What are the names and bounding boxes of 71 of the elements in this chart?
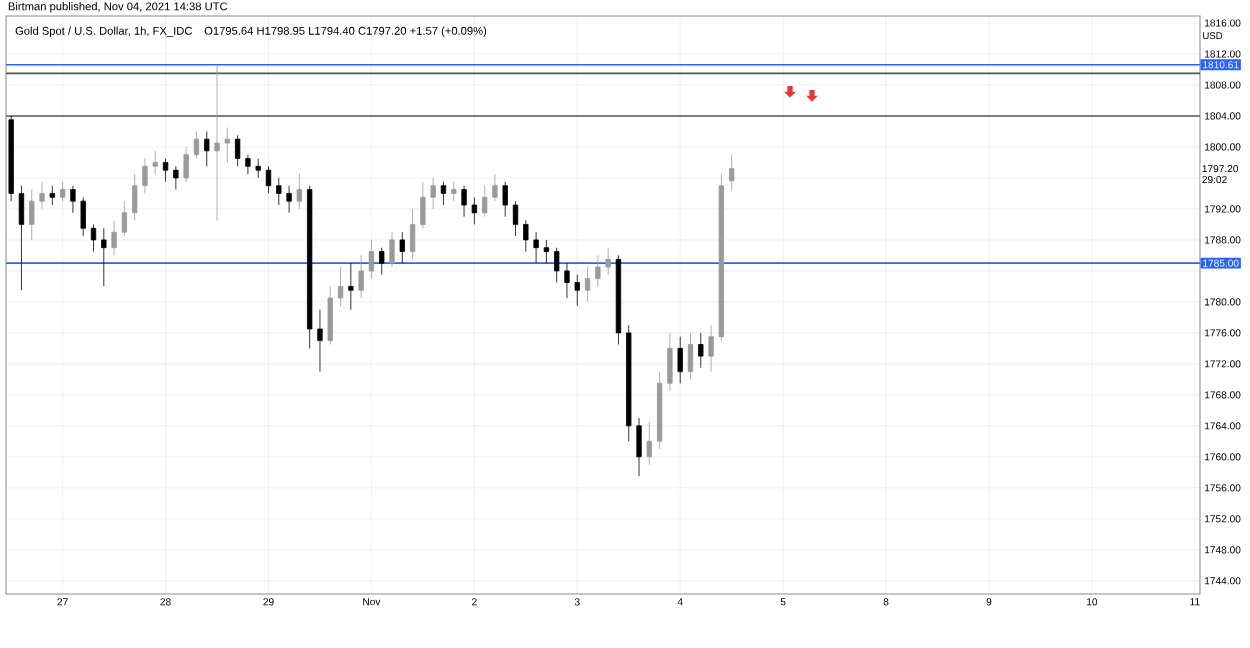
candlestick bbox=[430, 177, 436, 210]
candlestick bbox=[595, 255, 601, 287]
candlestick bbox=[543, 239, 550, 264]
candlestick bbox=[605, 247, 611, 276]
candlestick bbox=[101, 227, 107, 287]
candlestick bbox=[111, 220, 117, 256]
candlestick bbox=[296, 173, 303, 210]
candlestick bbox=[636, 417, 642, 477]
candlestick bbox=[18, 185, 25, 291]
candlestick bbox=[389, 231, 395, 268]
candlestick bbox=[379, 247, 385, 276]
candlestick bbox=[80, 196, 86, 237]
candlestick bbox=[327, 285, 333, 345]
candlestick bbox=[718, 173, 725, 342]
candlestick bbox=[162, 158, 169, 183]
candlestick bbox=[204, 131, 210, 167]
candlestick bbox=[348, 262, 354, 311]
candlestick bbox=[554, 247, 560, 283]
candlestick bbox=[173, 165, 179, 190]
candlestick bbox=[358, 255, 364, 299]
candlestick bbox=[214, 65, 220, 221]
candlestick bbox=[574, 274, 580, 307]
candlestick bbox=[368, 239, 375, 280]
candlestick bbox=[8, 115, 14, 202]
candlestick bbox=[70, 185, 76, 214]
candlestick bbox=[337, 266, 344, 307]
candlestick bbox=[708, 324, 714, 373]
candlestick bbox=[451, 181, 457, 202]
candlestick bbox=[132, 173, 138, 221]
candlestick bbox=[512, 200, 519, 237]
candlestick bbox=[39, 181, 45, 210]
candlestick bbox=[667, 332, 673, 392]
candlestick bbox=[615, 255, 622, 345]
candlestick bbox=[59, 181, 66, 202]
candlestick bbox=[245, 154, 251, 175]
candlestick bbox=[399, 231, 405, 264]
candlestick bbox=[461, 185, 467, 218]
candlestick bbox=[481, 185, 488, 218]
candlestick bbox=[564, 262, 570, 299]
candlestick bbox=[687, 332, 694, 380]
candlestick bbox=[492, 173, 498, 202]
candlestick bbox=[420, 181, 426, 229]
candlestick bbox=[523, 220, 529, 252]
candlestick bbox=[142, 158, 148, 194]
candlestick bbox=[471, 196, 478, 225]
candlestick bbox=[29, 189, 35, 241]
candlestick bbox=[677, 336, 683, 384]
candlestick bbox=[409, 208, 416, 260]
candlestick bbox=[183, 146, 189, 183]
candlestick bbox=[646, 421, 652, 465]
candlestick bbox=[729, 154, 735, 191]
candlestick bbox=[193, 131, 200, 159]
candlestick bbox=[49, 185, 56, 206]
candlestick bbox=[121, 200, 128, 237]
candlestick bbox=[286, 185, 292, 214]
candlestick bbox=[90, 224, 97, 252]
candlestick bbox=[584, 266, 591, 303]
candlestick bbox=[152, 150, 158, 175]
candlestick bbox=[265, 165, 272, 194]
candlestick bbox=[656, 371, 663, 450]
candlestick bbox=[502, 181, 508, 218]
candlestick bbox=[255, 158, 261, 179]
candlestick bbox=[698, 332, 704, 369]
candlestick bbox=[533, 231, 539, 264]
candlestick bbox=[234, 134, 241, 167]
candlestick bbox=[440, 181, 447, 206]
candlestick bbox=[224, 127, 230, 163]
candlestick bbox=[307, 185, 313, 349]
candlestick bbox=[626, 324, 632, 442]
candlestick bbox=[276, 177, 282, 206]
candlestick bbox=[317, 309, 323, 373]
